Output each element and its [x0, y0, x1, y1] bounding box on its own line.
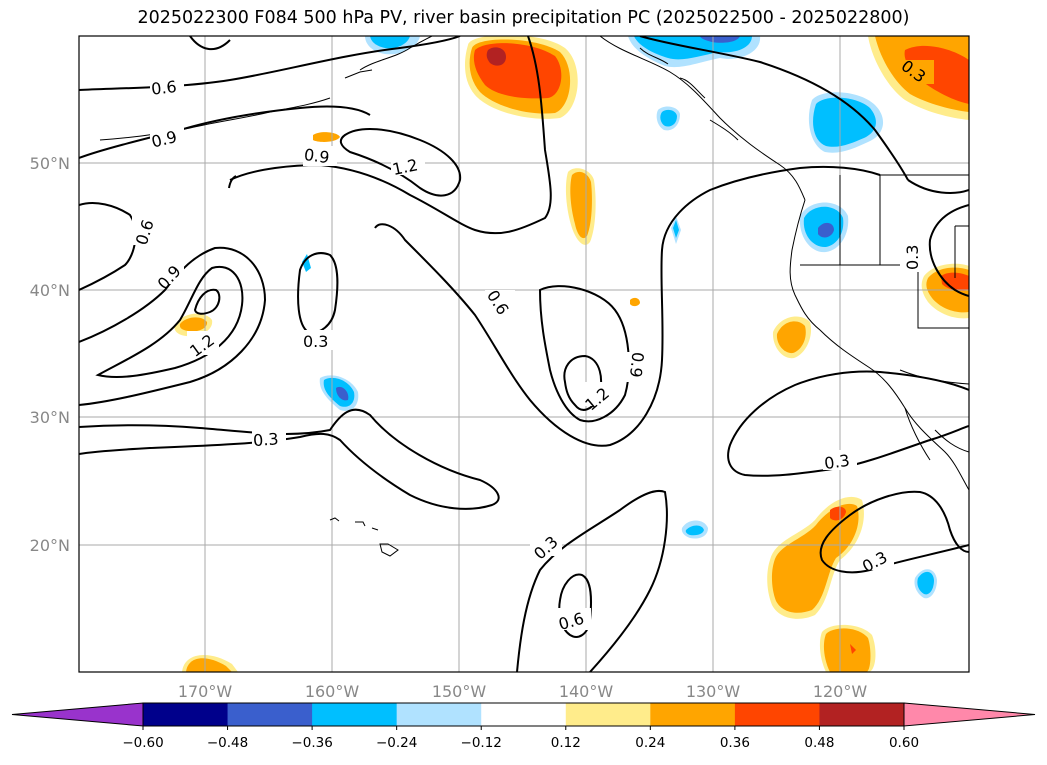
lon-label-140w: 140°W	[559, 682, 614, 701]
lat-label-40n: 40°N	[30, 281, 70, 300]
colorbar-segment	[143, 703, 229, 726]
lat-label-50n: 50°N	[30, 154, 70, 173]
colorbar-segment	[312, 703, 398, 726]
colorbar-tick-label: 0.24	[635, 735, 665, 751]
contour-label: 0.9	[303, 145, 331, 167]
contour-label: 0.3	[823, 451, 851, 473]
map-title: 2025022300 F084 500 hPa PV, river basin …	[137, 8, 910, 28]
colorbar-tick-label: 0.60	[889, 735, 919, 751]
graticule	[79, 36, 969, 672]
colorbar-tick-label: 0.36	[720, 735, 750, 751]
colorbar-extend-max	[903, 702, 1036, 727]
contour-label: 0.9	[626, 351, 648, 378]
contour-label: 0.3	[303, 332, 328, 351]
colorbar-tick-label: 0.12	[551, 735, 581, 751]
colorbar-tick-label: −0.60	[122, 735, 163, 751]
lon-label-150w: 150°W	[432, 682, 487, 701]
colorbar-tick-label: −0.36	[291, 735, 332, 751]
latitude-labels: 50°N 40°N 30°N 20°N	[30, 154, 70, 555]
contour-label: 0.3	[903, 245, 922, 270]
lon-label-170w: 170°W	[178, 682, 233, 701]
colorbar-frame	[142, 702, 905, 727]
colorbar-segment	[396, 703, 482, 726]
colorbar-tick-label: 0.48	[804, 735, 834, 751]
lon-label-160w: 160°W	[305, 682, 360, 701]
colorbar-segment	[481, 703, 567, 726]
longitude-labels: 170°W 160°W 150°W 140°W 130°W 120°W	[178, 682, 868, 701]
lon-label-130w: 130°W	[686, 682, 741, 701]
contour-label: 0.6	[150, 77, 177, 99]
lat-label-30n: 30°N	[30, 408, 70, 427]
colorbar-segment	[650, 703, 736, 726]
lon-label-120w: 120°W	[813, 682, 868, 701]
colorbar-segment	[734, 703, 820, 726]
colorbar-segment	[565, 703, 651, 726]
coastlines	[99, 36, 969, 557]
lat-label-20n: 20°N	[30, 536, 70, 555]
colorbar-segment	[227, 703, 313, 726]
map-plot-area: 0.6 0.9 0.9 1.2 0.6 0.9 1.2 0.3 0.3 0.6 …	[79, 36, 969, 672]
map-frame	[78, 35, 970, 673]
colorbar-tick-label: −0.48	[207, 735, 248, 751]
contour-label: 0.3	[252, 429, 279, 450]
positive-anomaly-small-cells	[174, 132, 969, 359]
colorbar-extend-min	[11, 702, 144, 727]
colorbar-tick-label: −0.24	[376, 735, 417, 751]
colorbar-tick-label: −0.12	[461, 735, 502, 751]
contour-label: 1.2	[391, 155, 420, 179]
positive-anomaly-southeast	[182, 496, 876, 672]
positive-anomaly-gulf-of-alaska	[465, 36, 578, 119]
colorbar: −0.60 −0.48 −0.36 −0.24 −0.12 0.12 0.24 0.36 0.4…	[11, 702, 1036, 751]
colorbar-segment	[819, 703, 905, 726]
